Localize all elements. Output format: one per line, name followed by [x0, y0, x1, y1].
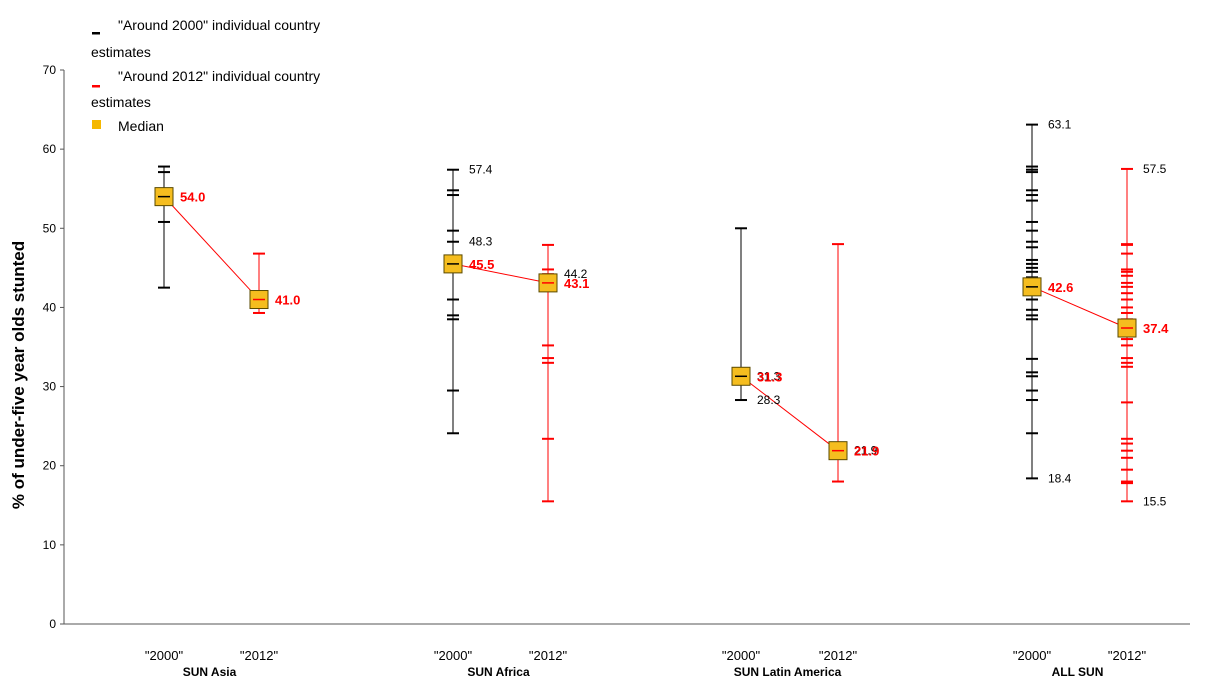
- legend-marker-median: [92, 120, 101, 129]
- median-label: 37.4: [1143, 321, 1169, 336]
- value-label: 48.3: [469, 235, 493, 249]
- legend-label-median: Median: [118, 118, 164, 134]
- period-label: "2000": [1013, 648, 1052, 663]
- group-label: SUN Africa: [467, 665, 530, 679]
- y-tick-label: 10: [43, 538, 57, 552]
- group-label: SUN Latin America: [734, 665, 842, 679]
- legend-marker-2012: [92, 85, 100, 88]
- period-label: "2012": [529, 648, 568, 663]
- y-tick-label: 60: [43, 142, 57, 156]
- median-label: 42.6: [1048, 280, 1073, 295]
- value-label: 57.5: [1143, 162, 1167, 176]
- axes: 0 10 20 30 40 50 60 70 % of under-five year olds…: [9, 63, 1190, 631]
- median-connector: [1031, 286, 1128, 329]
- median-label: 43.1: [564, 276, 589, 291]
- median-connector: [452, 263, 549, 284]
- value-label: 28.3: [757, 393, 781, 407]
- y-axis-label: % of under-five year olds stunted: [9, 241, 28, 509]
- legend-label-2000: "Around 2000" individual country: [118, 17, 320, 33]
- median-label: 45.5: [469, 257, 494, 272]
- group-label: ALL SUN: [1052, 665, 1104, 679]
- period-label: "2000": [434, 648, 473, 663]
- series-layer: [154, 123, 1137, 503]
- median-label: 21.9: [854, 444, 879, 459]
- period-label: "2012": [819, 648, 858, 663]
- group-label: SUN Asia: [183, 665, 237, 679]
- period-label: "2012": [240, 648, 279, 663]
- median-connector: [163, 196, 260, 300]
- median-connector: [740, 375, 839, 452]
- value-label: 57.4: [469, 163, 493, 177]
- value-label: 44.2: [564, 267, 588, 281]
- value-label: 21.9: [854, 444, 878, 458]
- legend: "Around 2000" individual country estimate…: [91, 17, 320, 134]
- y-tick-label: 30: [43, 380, 57, 394]
- median-label: 54.0: [180, 190, 205, 205]
- value-label: 18.4: [1048, 471, 1072, 485]
- legend-label-2012: "Around 2012" individual country: [118, 68, 320, 84]
- median-label: 31.3: [757, 369, 782, 384]
- labels-layer: SUN Asia "2000" "2012" 54.0 41.0 SUN Africa "2…: [145, 118, 1169, 679]
- period-label: "2000": [722, 648, 761, 663]
- value-label: 31.3: [757, 369, 781, 383]
- period-label: "2000": [145, 648, 184, 663]
- y-tick-label: 40: [43, 300, 57, 314]
- median-label: 41.0: [275, 293, 300, 308]
- legend-label-2000-line2: estimates: [91, 44, 151, 60]
- y-tick-label: 20: [43, 459, 57, 473]
- y-tick-label: 0: [49, 617, 56, 631]
- value-label: 63.1: [1048, 118, 1072, 132]
- y-tick-label: 70: [43, 63, 57, 77]
- legend-label-2012-line2: estimates: [91, 94, 151, 110]
- legend-marker-2000: [92, 32, 100, 35]
- period-label: "2012": [1108, 648, 1147, 663]
- value-label: 15.5: [1143, 494, 1167, 508]
- y-tick-label: 50: [43, 221, 57, 235]
